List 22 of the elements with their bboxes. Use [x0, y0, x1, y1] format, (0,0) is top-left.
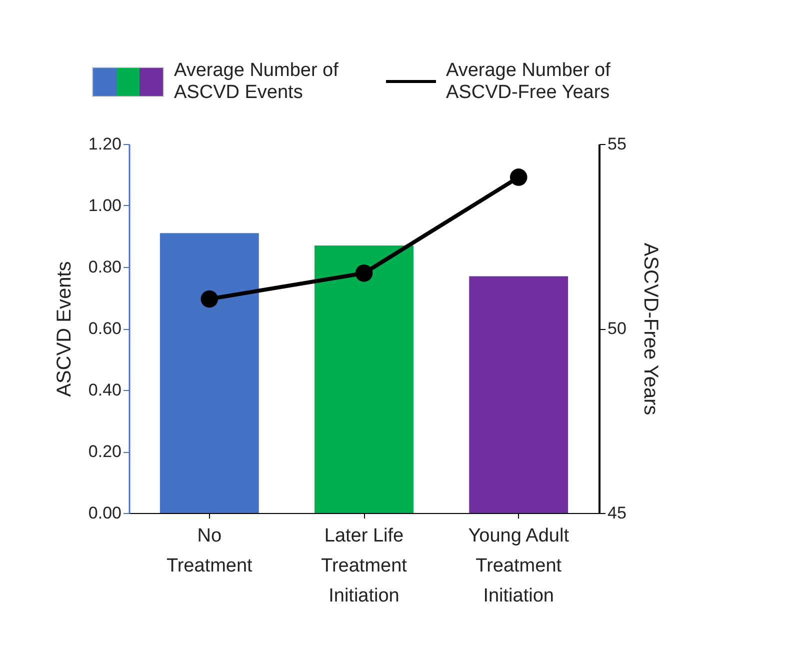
x-tick-label: Later Life Treatment Initiation	[321, 526, 408, 606]
bar	[160, 233, 259, 513]
point	[355, 264, 373, 282]
y-tick-label: 0.20	[88, 442, 122, 461]
y-tick-label: 1.00	[88, 196, 122, 215]
y2-tick-label: 45	[608, 504, 626, 522]
y2-axis-title: ASCVD-Free Years	[639, 242, 662, 416]
bar	[469, 276, 568, 513]
y-tick-label: 0.80	[88, 258, 122, 276]
legend-label: Average Number of ASCVD-Free Years	[446, 60, 612, 104]
y-axis-title: ASCVD Events	[53, 261, 76, 397]
x-tick-label: No Treatment	[166, 526, 254, 576]
y-tick-label: 0.60	[88, 319, 122, 338]
y-tick-label: 0.00	[88, 504, 122, 522]
point	[200, 290, 218, 308]
y-tick-label: 0.40	[88, 380, 122, 400]
point	[510, 168, 528, 186]
y2-tick-label: 50	[608, 319, 626, 338]
legend-label: Average Number of ASCVD Events	[174, 60, 340, 104]
y-tick-label: 1.20	[88, 134, 122, 154]
y2-tick-label: 55	[608, 134, 626, 154]
x-tick-label: Young Adult Treatment Initiation	[468, 526, 570, 606]
